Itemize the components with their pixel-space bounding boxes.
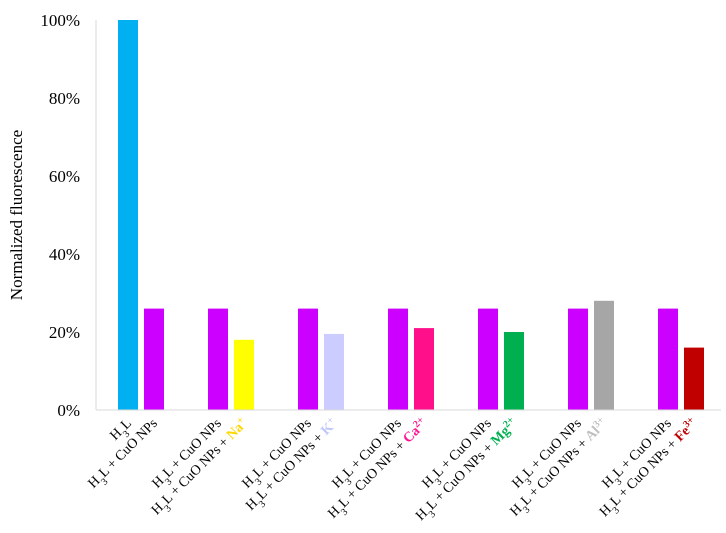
y-tick-label: 60% (49, 167, 80, 186)
y-axis-title: Normalized fluorescence (7, 130, 26, 300)
bar-11 (594, 300, 614, 410)
bar-5 (324, 333, 344, 410)
x-tick-label: H3L + CuO NPs + Mg2+ (411, 414, 524, 527)
bar-1 (144, 308, 164, 410)
y-tick-label: 40% (49, 245, 80, 264)
bar-8 (478, 308, 498, 410)
bar-10 (568, 308, 588, 410)
bar-6 (388, 308, 408, 410)
bar-0 (118, 20, 138, 410)
y-axis-ticks: 0% 20% 40% 60% 80% 100% (40, 11, 80, 420)
bar-4 (298, 308, 318, 410)
y-tick-label: 80% (49, 89, 80, 108)
y-tick-label: 20% (49, 323, 80, 342)
bar-3 (234, 339, 254, 410)
bars (118, 20, 704, 410)
bar-12 (658, 308, 678, 410)
bar-7 (414, 328, 434, 410)
bar-9 (504, 332, 524, 410)
bar-2 (208, 308, 228, 410)
y-tick-label: 100% (40, 11, 80, 30)
y-tick-label: 0% (57, 401, 80, 420)
bar-13 (684, 347, 704, 410)
